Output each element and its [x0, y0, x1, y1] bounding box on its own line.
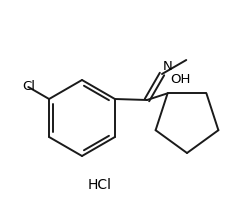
- Text: OH: OH: [171, 73, 191, 86]
- Text: N: N: [163, 60, 173, 73]
- Text: Cl: Cl: [22, 81, 35, 94]
- Text: HCl: HCl: [88, 178, 112, 192]
